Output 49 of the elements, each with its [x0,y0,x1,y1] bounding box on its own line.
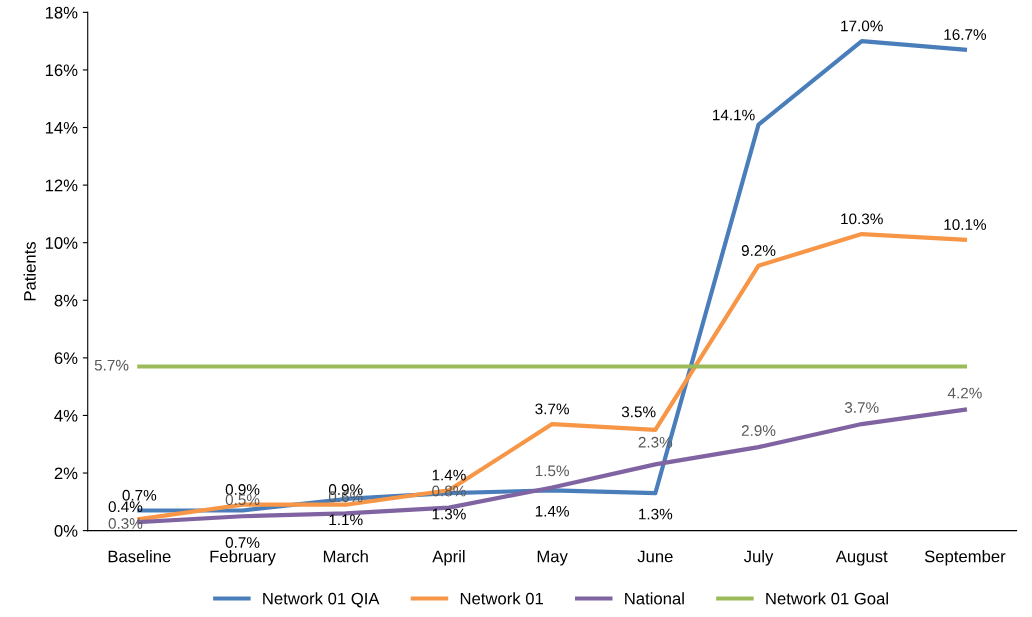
x-tick-label: March [323,550,368,563]
data-label: 10.1% [944,219,987,231]
y-tick-label: 0% [54,525,78,537]
data-label: 9.2% [741,245,776,256]
y-tick-label: 4% [54,409,78,422]
x-tick-label: May [537,550,568,566]
x-tick-label: August [835,550,888,566]
data-label: 0.5% [225,494,260,506]
legend-label: Network 01 [460,592,543,605]
legend-label: Network 01 Goal [766,592,888,605]
y-tick-label: 2% [54,467,78,480]
legend-label: Network 01 QIA [263,592,380,608]
data-label: 14.1% [713,109,755,121]
data-label: 0.8% [432,485,466,497]
data-label: 2.9% [741,425,776,436]
y-axis-title: Patients [23,241,36,301]
data-label: 0.9% [225,484,260,495]
data-label: 0.7% [122,489,157,501]
x-tick-label: February [210,550,276,566]
y-tick-label: 18% [45,6,78,19]
data-label: 1.3% [639,508,673,520]
y-tick-label: 6% [54,352,78,365]
data-label: 1.5% [535,465,569,477]
data-label: 10.3% [841,213,883,225]
x-tick-label: July [743,550,774,566]
y-tick-label: 12% [45,179,78,192]
x-tick-label: Baseline [108,550,171,563]
data-label: 5.7% [94,359,129,371]
data-label: 0.7% [225,537,260,548]
data-label: 1.3% [432,508,466,520]
data-label: 4.2% [947,387,982,399]
x-tick-label: June [637,550,673,563]
y-tick-label: 8% [54,294,78,307]
data-label: 3.7% [844,402,879,413]
data-label: 1.4% [432,469,466,481]
y-tick-label: 14% [45,121,78,134]
data-label: 3.5% [621,406,656,418]
data-label: 3.7% [535,403,569,415]
legend-label: National [625,592,684,605]
data-label: 0.3% [108,518,143,529]
x-tick-label: April [432,550,465,566]
data-label: 17.0% [841,20,883,32]
y-tick-label: 10% [45,237,78,249]
data-label: 16.7% [944,29,987,40]
data-label: 0.4% [108,501,143,513]
x-tick-label: September [924,550,1006,566]
data-label: 1.4% [535,505,569,517]
data-label: 1.1% [329,514,363,526]
y-tick-label: 16% [45,64,78,77]
